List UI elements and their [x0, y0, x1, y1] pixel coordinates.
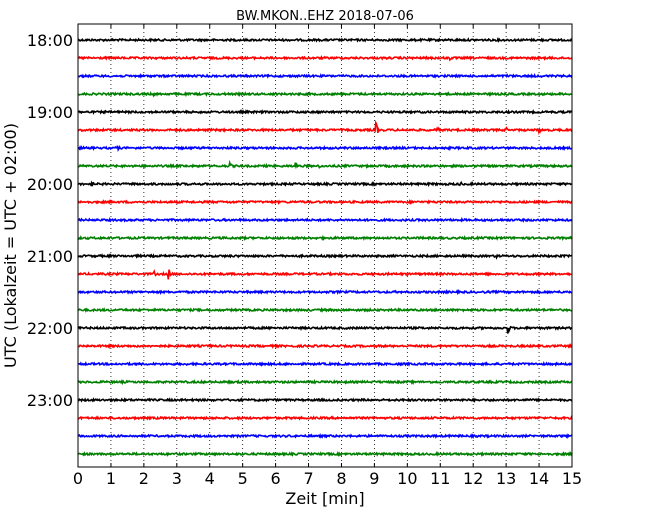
x-tick-label: 4 [205, 469, 215, 488]
x-tick-label: 11 [430, 469, 450, 488]
y-tick-label: 19:00 [27, 103, 73, 122]
trace-line [77, 234, 573, 241]
x-tick-label: 2 [139, 469, 149, 488]
y-tick-label: 20:00 [27, 175, 73, 194]
x-tick-label: 13 [496, 469, 516, 488]
trace-line [77, 342, 573, 350]
trace-line [77, 378, 573, 386]
plot-frame [77, 23, 573, 468]
y-tick-label: 22:00 [27, 319, 73, 338]
trace-line [77, 144, 573, 153]
y-tick-label: 21:00 [27, 247, 73, 266]
trace-line [77, 288, 573, 296]
y-axis-label: UTC (Lokalzeit = UTC + 02:00) [1, 123, 20, 368]
x-tick-label: 10 [397, 469, 417, 488]
trace-line [77, 397, 573, 404]
x-tick-label: 3 [172, 469, 182, 488]
x-tick-label: 6 [271, 469, 281, 488]
axis-ticks: 0 1 2 3 4 5 6 7 8 9 10 11 12 13 14 1518:0019:0020:0021:… [27, 24, 582, 488]
trace-line [77, 361, 573, 368]
y-tick-label: 23:00 [27, 391, 73, 410]
chart-title: BW.MKON..EHZ 2018-07-06 [236, 9, 414, 24]
x-tick-label: 9 [369, 469, 379, 488]
x-tick-label: 8 [336, 469, 346, 488]
trace-line [77, 415, 573, 421]
y-tick-label: 18:00 [27, 31, 73, 50]
trace-line [77, 55, 573, 62]
seismogram-traces [77, 36, 573, 457]
x-tick-label: 5 [238, 469, 248, 488]
trace-line [78, 307, 573, 313]
trace-line [77, 269, 573, 280]
trace-line [77, 216, 573, 223]
x-tick-label: 1 [106, 469, 116, 488]
x-tick-label: 12 [463, 469, 483, 488]
x-tick-label: 0 [73, 469, 83, 488]
trace-line [77, 159, 573, 170]
x-tick-label: 7 [303, 469, 313, 488]
trace-line [77, 198, 573, 206]
trace-line [77, 36, 573, 43]
trace-line [77, 91, 573, 98]
x-axis-label: Zeit [min] [285, 489, 364, 508]
trace-line [77, 450, 573, 457]
trace-line [77, 253, 573, 260]
trace-line [77, 119, 573, 136]
trace-line [77, 180, 573, 188]
x-tick-label: 15 [562, 469, 582, 488]
trace-line [77, 73, 573, 79]
trace-line [77, 108, 573, 115]
x-tick-label: 14 [529, 469, 549, 488]
trace-line [77, 325, 573, 334]
trace-line [77, 433, 573, 440]
